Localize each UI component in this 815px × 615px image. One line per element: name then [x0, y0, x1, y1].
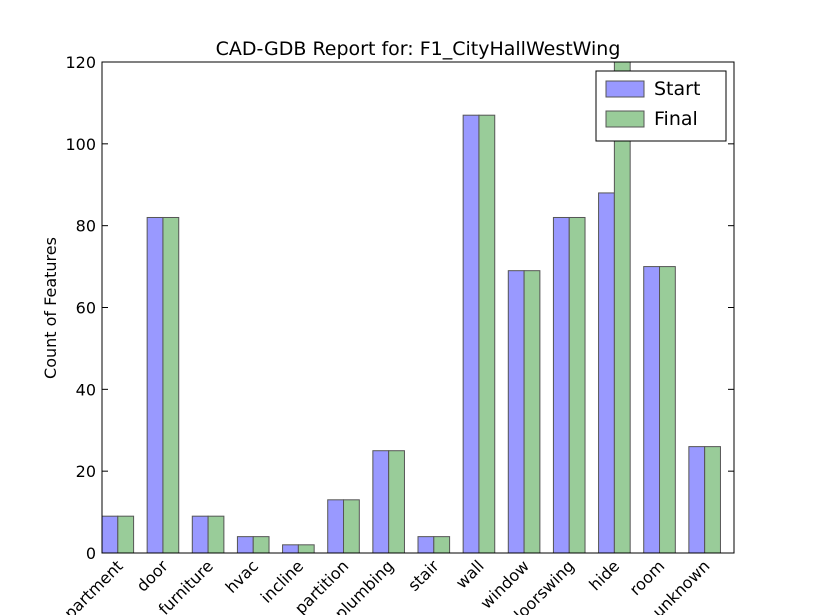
bar [462, 114, 480, 553]
bar [523, 270, 541, 553]
bar [388, 450, 405, 553]
bar [162, 216, 180, 553]
legend-swatch [605, 110, 645, 128]
y-tick-label: 100 [65, 135, 96, 154]
y-tick-label: 40 [76, 380, 96, 399]
bar [552, 216, 570, 553]
y-axis-label: Count of Features [41, 237, 60, 379]
legend-swatch [605, 80, 645, 98]
bar [252, 536, 270, 553]
y-tick-label: 0 [86, 544, 96, 563]
y-tick-label: 80 [76, 217, 96, 236]
x-tick-label: hide [585, 556, 623, 594]
plot-area [102, 62, 721, 553]
bar [102, 515, 119, 553]
bar [297, 544, 315, 553]
bar [613, 62, 631, 553]
x-tick-label: room [626, 556, 669, 599]
bar [282, 544, 299, 553]
legend: Start Final [595, 70, 727, 142]
bar [704, 446, 721, 553]
y-tick-label: 60 [76, 299, 96, 318]
chart-title: CAD-GDB Report for: F1_CityHallWestWing [216, 38, 621, 60]
x-tick-label: wall [452, 556, 488, 592]
bar [117, 515, 135, 553]
x-tick-label: stair [404, 556, 443, 595]
bar [327, 499, 345, 553]
bar [478, 114, 496, 553]
bar [191, 515, 209, 553]
bar [207, 515, 225, 553]
bar [659, 266, 676, 553]
bar [643, 266, 661, 553]
bar [433, 536, 451, 553]
y-tick-label: 20 [76, 462, 96, 481]
x-tick-label: door [133, 556, 172, 595]
bar [372, 450, 390, 553]
y-tick-label: 120 [65, 53, 96, 72]
bar [146, 216, 164, 553]
legend-label: Start [654, 78, 700, 100]
bar [507, 270, 525, 553]
legend-label: Final [654, 108, 698, 130]
x-tick-label: apartment [53, 556, 126, 615]
bar [417, 536, 435, 553]
bar [343, 499, 360, 553]
bar [688, 446, 706, 553]
bar [236, 536, 254, 553]
x-tick-label: hvac [222, 556, 262, 596]
bar [568, 216, 586, 553]
bar [598, 192, 615, 553]
